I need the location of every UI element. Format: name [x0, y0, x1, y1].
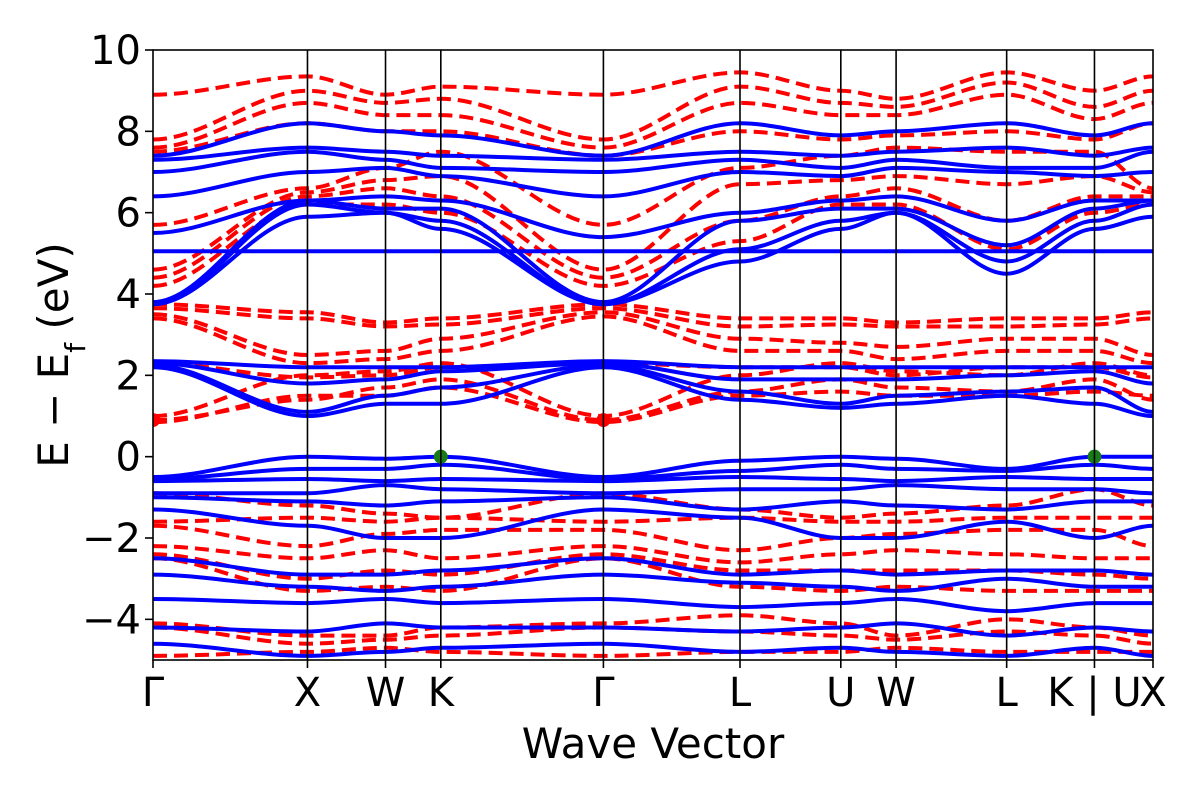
- band-lines: [153, 70, 1153, 658]
- dashed-band-line: [153, 310, 1153, 357]
- solid-band-line: [153, 621, 1153, 638]
- dashed-band-line: [153, 92, 1153, 150]
- solid-band-line: [153, 572, 1153, 593]
- solid-band-line: [153, 198, 1153, 305]
- y-tick-label: 4: [116, 272, 141, 318]
- solid-band-line: [153, 145, 1153, 162]
- dashed-band-line: [153, 523, 1153, 553]
- solid-band-line: [153, 495, 1153, 512]
- solid-band-line: [153, 363, 1153, 414]
- dashed-band-line: [153, 361, 1153, 380]
- dashed-band-line: [153, 70, 1153, 101]
- plot-frame: [152, 49, 1154, 661]
- solid-band-line: [153, 165, 1153, 199]
- solid-band-line: [153, 475, 1153, 484]
- dashed-band-line: [153, 302, 1153, 325]
- x-tick-label: K: [428, 670, 456, 716]
- dashed-band-line: [153, 625, 1153, 646]
- solid-band-line: [153, 359, 1153, 370]
- y-axis-title-main: E − E: [29, 353, 78, 468]
- x-tick-label: L: [729, 670, 752, 716]
- y-tick-label: 8: [116, 109, 141, 155]
- solid-band-line: [153, 210, 1153, 307]
- solid-band-line: [153, 507, 1153, 540]
- y-axis-ticks: 10 8 6 4 2 0 −2 −4: [82, 28, 153, 643]
- dashed-band-line: [153, 613, 1153, 638]
- x-tick-label: L: [996, 670, 1019, 716]
- x-tick-label: W: [366, 670, 406, 716]
- x-tick-label: K | U: [1047, 670, 1141, 716]
- solid-band-line: [153, 121, 1153, 158]
- solid-band-line: [153, 483, 1153, 496]
- solid-band-line: [153, 149, 1153, 174]
- dashed-band-line: [153, 186, 1153, 280]
- dashed-band-line: [153, 145, 1153, 227]
- solid-band-line: [153, 202, 1153, 307]
- x-tick-label: Γ: [142, 670, 165, 716]
- band-extremum-marker: [153, 413, 160, 428]
- dashed-band-line: [153, 306, 1153, 329]
- dashed-band-line: [153, 80, 1153, 142]
- x-tick-label: U: [826, 670, 855, 716]
- y-tick-label: 0: [116, 435, 141, 481]
- x-tick-label: Γ: [592, 670, 615, 716]
- x-axis-title: Wave Vector: [522, 719, 785, 768]
- y-axis-title-subscript: f: [59, 342, 92, 353]
- solid-band-line: [153, 194, 1153, 240]
- solid-band-line: [153, 556, 1153, 577]
- x-tick-label: W: [876, 670, 916, 716]
- y-tick-label: −4: [82, 597, 141, 643]
- solid-band-line: [153, 597, 1153, 614]
- dashed-band-line: [153, 361, 1153, 418]
- solid-band-line: [153, 454, 1153, 479]
- dashed-band-line: [153, 544, 1153, 565]
- x-tick-label: X: [294, 670, 321, 716]
- y-tick-label: −2: [82, 516, 141, 562]
- y-tick-label: 2: [116, 353, 141, 399]
- solid-band-line: [153, 641, 1153, 658]
- kpoint-lines: [306, 50, 1096, 660]
- y-axis-title-unit: (eV): [29, 242, 78, 343]
- solid-band-line: [153, 361, 1153, 386]
- dashed-band-line: [153, 174, 1153, 272]
- x-tick-label: X: [1139, 670, 1166, 716]
- y-tick-label: 6: [116, 191, 141, 237]
- y-axis-title: E − Ef (eV): [29, 242, 92, 468]
- y-tick-label: 10: [90, 28, 141, 74]
- solid-band-line: [153, 462, 1153, 481]
